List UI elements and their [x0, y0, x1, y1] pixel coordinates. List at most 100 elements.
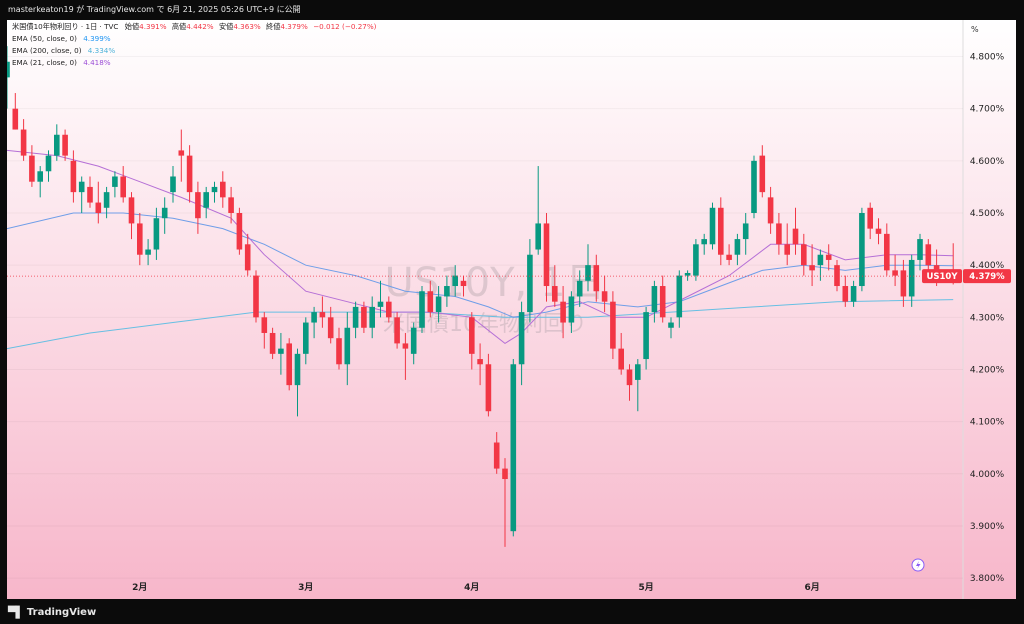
candle — [792, 207, 799, 255]
candle — [178, 129, 185, 182]
candle-body — [95, 202, 102, 213]
candle — [701, 233, 707, 255]
candle — [875, 218, 882, 245]
candlestick-chart[interactable]: US10Y, 1日 米国債10年物利回り 4.800%4.700%4.600%4… — [4, 20, 1016, 599]
legend-ema200[interactable]: EMA (200, close, 0) 4.334% — [12, 46, 115, 55]
candle-body — [527, 254, 533, 313]
candle-body — [668, 322, 674, 328]
candle-body — [693, 244, 699, 276]
candle — [809, 244, 815, 287]
candle — [112, 171, 118, 198]
candle — [469, 312, 475, 370]
candle — [386, 296, 392, 323]
candle — [419, 286, 425, 333]
candle-body — [626, 369, 633, 386]
candle-body — [228, 197, 234, 213]
candle — [776, 213, 782, 255]
candle — [145, 239, 151, 266]
candle-body — [552, 286, 558, 302]
last-price-value: 4.379% — [969, 272, 1005, 282]
candle-body — [220, 181, 226, 198]
candle-body — [128, 197, 135, 224]
candle — [659, 275, 666, 323]
candle — [62, 129, 68, 161]
candle — [352, 301, 359, 339]
candle-body — [651, 286, 658, 313]
candle-body — [469, 317, 475, 354]
candle — [87, 176, 93, 208]
candle — [726, 244, 732, 266]
candle-body — [825, 254, 832, 260]
candle-body — [37, 171, 43, 182]
legend-ema50[interactable]: EMA (50, close, 0) 4.399% — [12, 34, 111, 43]
lightning-icon[interactable] — [911, 558, 925, 572]
candle — [651, 280, 658, 323]
y-tick-label: 4.300% — [970, 313, 1005, 323]
candle-body — [759, 155, 766, 193]
y-tick-label: 4.500% — [970, 209, 1005, 219]
candle — [693, 239, 699, 281]
ohlc-open-value: 4.391% — [139, 22, 167, 31]
candle-body — [386, 301, 392, 318]
candle-body — [568, 296, 575, 323]
candle-body — [319, 312, 326, 318]
symbol-tag: US10Y — [926, 272, 958, 282]
candle-body — [419, 291, 425, 328]
candle — [269, 327, 276, 360]
candle — [900, 259, 907, 307]
candle-body — [643, 312, 649, 360]
legend-ema21[interactable]: EMA (21, close, 0) 4.418% — [12, 58, 111, 67]
y-tick-label: 4.800% — [970, 53, 1005, 63]
candle — [502, 458, 508, 547]
candle-body — [859, 213, 865, 287]
candle-body — [776, 223, 782, 245]
candle-body — [751, 160, 757, 213]
candle — [552, 265, 558, 307]
candle-body — [286, 343, 292, 386]
ema200-line — [6, 299, 954, 350]
candle — [294, 348, 301, 417]
time-axis[interactable]: 2月 3月 4月 5月 6月 — [132, 582, 820, 593]
candle-body — [369, 306, 375, 328]
ema200-label: EMA (200, close, 0) — [12, 46, 82, 55]
candle-body — [767, 197, 774, 224]
candle-body — [518, 312, 525, 365]
candle-body — [659, 286, 666, 318]
symbol-tag-background — [922, 269, 962, 284]
candle-body — [925, 244, 932, 266]
candle — [535, 166, 541, 255]
candle — [120, 166, 126, 203]
candle — [759, 145, 766, 198]
candle — [303, 317, 309, 365]
candle — [153, 207, 160, 260]
candle-body — [734, 239, 741, 255]
price-axis[interactable]: 4.800% 4.700% 4.600% 4.500% 4.400% 4.300% 4.20… — [970, 53, 1005, 585]
candle — [186, 145, 193, 203]
candle-body — [610, 301, 616, 349]
candle — [78, 176, 85, 213]
candle-body — [87, 186, 93, 203]
candle-body — [784, 244, 790, 255]
candle — [103, 186, 110, 219]
candle — [444, 275, 450, 307]
candle — [867, 202, 873, 240]
candle-body — [178, 150, 185, 156]
legend-main-row[interactable]: 米国債10年物利回り · 1日 · TVC 始値4.391% 高値4.442% … — [12, 22, 376, 32]
candle-body — [394, 317, 400, 344]
chart-area[interactable]: US10Y, 1日 米国債10年物利回り 4.800% 4.700% 4.600% 4… — [4, 20, 1016, 599]
candle-body — [103, 192, 110, 208]
candle — [493, 432, 500, 474]
candle — [859, 207, 865, 292]
candle — [95, 181, 102, 224]
candle-body — [908, 259, 915, 297]
candle-body — [311, 312, 317, 323]
candle — [394, 312, 400, 349]
candle — [917, 233, 923, 271]
candle — [410, 322, 417, 365]
candle-body — [45, 155, 52, 172]
candle-body — [435, 296, 442, 313]
tradingview-logo[interactable]: ▀▌ TradingView — [8, 606, 96, 619]
candle — [336, 327, 342, 370]
candle-body — [543, 223, 550, 287]
candle-body — [361, 306, 367, 328]
